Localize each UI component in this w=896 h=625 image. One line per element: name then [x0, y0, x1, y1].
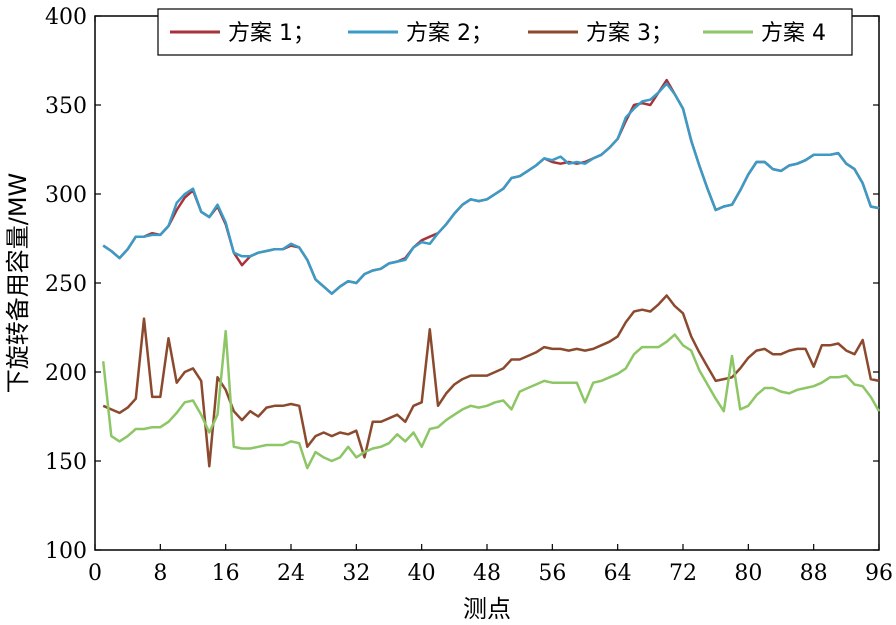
- x-tick-label: 64: [604, 561, 632, 586]
- series-line-3: [102, 294, 880, 468]
- x-tick-label: 88: [800, 561, 828, 586]
- series-layer: [101, 78, 881, 470]
- x-tick-label: 8: [153, 561, 167, 586]
- x-tick-label: 80: [734, 561, 762, 586]
- y-tick-label: 400: [45, 5, 87, 30]
- tick-labels: 0 8 16 24 32 40 48 56 64 72 80 88 96 100 150 200 250 300 3…: [45, 5, 893, 586]
- series-line-1: [102, 78, 880, 295]
- x-tick-label: 24: [277, 561, 305, 586]
- plot-frame: [94, 15, 880, 551]
- x-axis-title: 测点: [463, 595, 511, 623]
- y-tick-label: 150: [45, 450, 87, 475]
- legend-label-4: 方案 4: [761, 21, 826, 46]
- y-tick-label: 200: [45, 361, 87, 386]
- x-tick-label: 96: [865, 561, 893, 586]
- y-axis-title: 下旋转备用容量/MW: [4, 173, 32, 394]
- x-tick-label: 48: [473, 561, 501, 586]
- y-tick-label: 300: [45, 183, 87, 208]
- y-tick-label: 350: [45, 94, 87, 119]
- x-tick-label: 56: [538, 561, 566, 586]
- x-tick-label: 40: [408, 561, 436, 586]
- x-tick-label: 72: [669, 561, 697, 586]
- x-tick-label: 16: [212, 561, 240, 586]
- legend: 方案 1； 方案 2； 方案 3； 方案 4: [157, 8, 853, 56]
- series-line-4: [101, 329, 881, 470]
- legend-label-1: 方案 1；: [228, 21, 315, 46]
- axes: [94, 15, 880, 551]
- legend-label-2: 方案 2；: [406, 21, 493, 46]
- legend-label-3: 方案 3；: [586, 21, 673, 46]
- y-tick-label: 250: [45, 272, 87, 297]
- y-tick-label: 100: [45, 539, 87, 564]
- x-tick-label: 32: [342, 561, 370, 586]
- series-line-2: [102, 82, 880, 295]
- x-tick-label: 0: [88, 561, 102, 586]
